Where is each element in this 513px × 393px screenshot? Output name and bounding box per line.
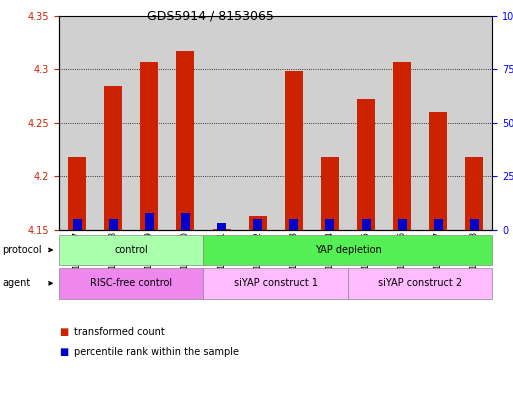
Bar bbox=[72, 219, 82, 230]
Text: control: control bbox=[114, 245, 148, 255]
Bar bbox=[393, 62, 411, 230]
Text: percentile rank within the sample: percentile rank within the sample bbox=[74, 347, 240, 357]
Text: protocol: protocol bbox=[3, 245, 42, 255]
Bar bbox=[465, 157, 483, 230]
Text: GDS5914 / 8153065: GDS5914 / 8153065 bbox=[147, 10, 274, 23]
Bar bbox=[68, 157, 86, 230]
Text: siYAP construct 1: siYAP construct 1 bbox=[234, 278, 318, 288]
Bar bbox=[217, 224, 226, 230]
Bar bbox=[325, 219, 334, 230]
Bar bbox=[104, 86, 122, 230]
Bar bbox=[434, 219, 443, 230]
Bar bbox=[212, 229, 230, 230]
Bar bbox=[140, 62, 159, 230]
Bar bbox=[362, 219, 370, 230]
Bar bbox=[253, 219, 262, 230]
Text: ■: ■ bbox=[59, 327, 68, 337]
Text: siYAP construct 2: siYAP construct 2 bbox=[378, 278, 462, 288]
Bar bbox=[109, 219, 117, 230]
Text: YAP depletion: YAP depletion bbox=[314, 245, 381, 255]
Text: ■: ■ bbox=[59, 347, 68, 357]
Text: transformed count: transformed count bbox=[74, 327, 165, 337]
Bar bbox=[289, 219, 299, 230]
Bar bbox=[285, 72, 303, 230]
Bar bbox=[321, 157, 339, 230]
Text: RISC-free control: RISC-free control bbox=[90, 278, 172, 288]
Text: agent: agent bbox=[3, 278, 31, 288]
Bar bbox=[357, 99, 375, 230]
Bar bbox=[176, 51, 194, 230]
Bar bbox=[470, 219, 479, 230]
Bar bbox=[181, 213, 190, 230]
Bar bbox=[249, 216, 267, 230]
Bar bbox=[429, 112, 447, 230]
Bar bbox=[145, 213, 154, 230]
Bar bbox=[398, 219, 407, 230]
